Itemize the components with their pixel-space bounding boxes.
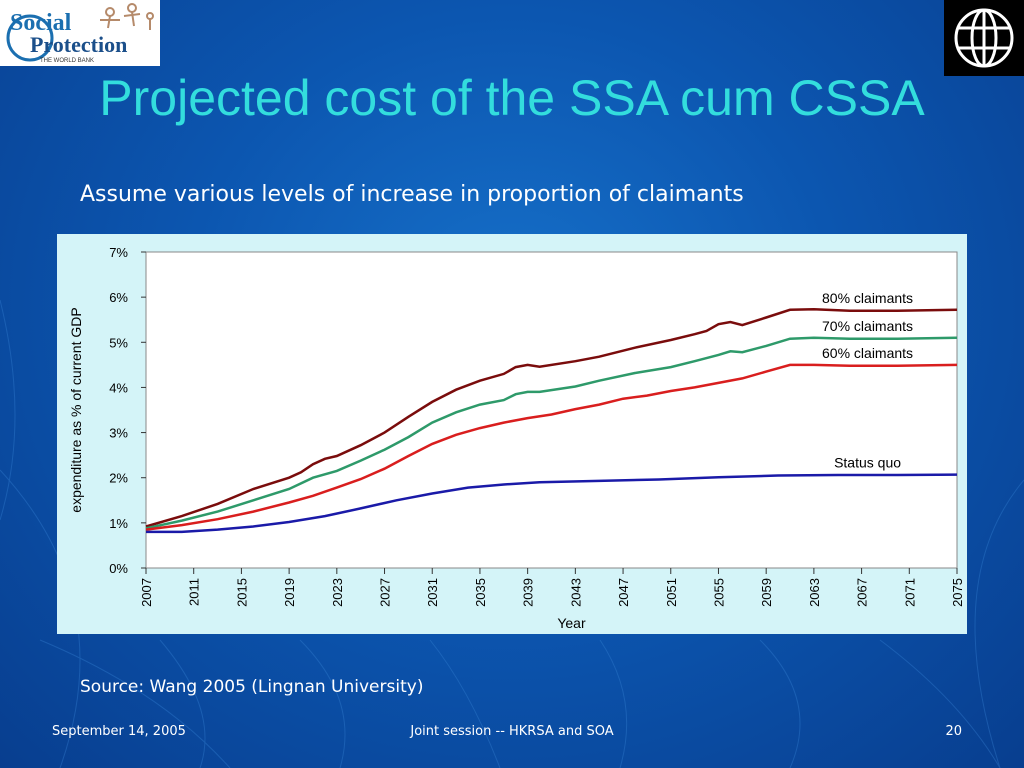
x-tick-label: 2031 (425, 578, 440, 607)
logo-line3: THE WORLD BANK (40, 58, 94, 64)
x-tick-label: 2043 (568, 578, 583, 607)
y-tick-label: 1% (109, 516, 128, 531)
y-tick-label: 5% (109, 335, 128, 350)
x-tick-label: 2035 (473, 578, 488, 607)
x-tick-label: 2071 (902, 578, 917, 607)
footer-date: September 14, 2005 (52, 724, 186, 739)
series-line-70-claimants (145, 336, 958, 530)
social-protection-logo: Social Protection THE WORLD BANK (0, 0, 160, 66)
chart-panel: 0% 1% 2% 3% 4% 5% 6% 7% 2007 2011 2015 2019 2023 2027… (57, 234, 967, 634)
x-tick-label: 2059 (759, 578, 774, 607)
world-bank-logo (944, 0, 1024, 76)
series-label-80-claimants: 80% claimants (822, 290, 913, 306)
x-tick-label: 2015 (234, 578, 249, 607)
y-tick-label: 6% (109, 290, 128, 305)
y-tick-label: 4% (109, 380, 128, 395)
series-line-60-claimants (145, 363, 958, 531)
series-label-70-claimants: 70% claimants (822, 318, 913, 334)
y-tick-label: 7% (109, 245, 128, 260)
logo-line1: Social (10, 10, 72, 36)
line-chart: 0% 1% 2% 3% 4% 5% 6% 7% 2007 2011 2015 2019 2023 2027… (68, 245, 965, 631)
x-tick-label: 2063 (807, 578, 822, 607)
globe-icon (954, 8, 1014, 68)
y-tick-label: 2% (109, 471, 128, 486)
x-tick-label: 2007 (139, 578, 154, 607)
x-axis-title: Year (557, 615, 586, 631)
series-label-60-claimants: 60% claimants (822, 345, 913, 361)
series-line-80-claimants (145, 308, 958, 528)
page-number: 20 (945, 724, 962, 739)
x-tick-label: 2055 (711, 578, 726, 607)
plot-area (145, 251, 958, 569)
x-tick-label: 2067 (855, 578, 870, 607)
x-tick-label: 2027 (378, 578, 393, 607)
x-tick-label: 2051 (664, 578, 679, 607)
x-tick-label: 2019 (282, 578, 297, 607)
source-note: Source: Wang 2005 (Lingnan University) (80, 677, 424, 697)
logo-line2: Protection (30, 32, 127, 57)
x-tick-label: 2023 (330, 578, 345, 607)
x-tick-label: 2039 (521, 578, 536, 607)
x-tick-label: 2011 (187, 578, 202, 606)
y-tick-label: 0% (109, 561, 128, 576)
series-label-status-quo: Status quo (834, 455, 901, 471)
x-tick-label: 2047 (616, 578, 631, 607)
slide-subtitle: Assume various levels of increase in pro… (80, 182, 744, 207)
slide-title: Projected cost of the SSA cum CSSA (99, 70, 925, 126)
x-tick-label: 2075 (950, 578, 965, 607)
series-line-status-quo (146, 473, 958, 534)
y-axis-title: expenditure as % of current GDP (68, 307, 84, 512)
y-tick-label: 3% (109, 426, 128, 441)
footer-title: Joint session -- HKRSA and SOA (410, 724, 614, 739)
